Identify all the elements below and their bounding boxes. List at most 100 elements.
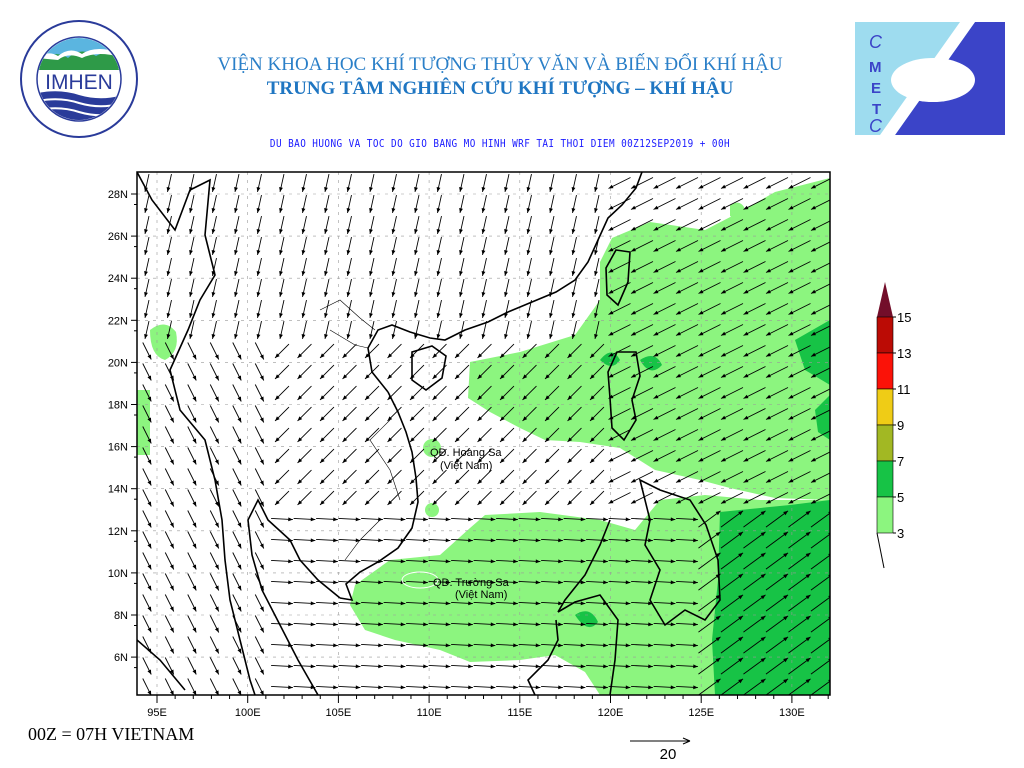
wind-arrow <box>406 517 428 522</box>
shading-5-7-patch <box>575 611 598 628</box>
wind-arrow <box>504 194 510 214</box>
wind-arrow <box>254 531 265 549</box>
coastline-hainan <box>411 345 447 391</box>
wind-arrow <box>743 450 766 462</box>
wind-arrow <box>743 282 766 294</box>
wind-arrow <box>346 278 352 298</box>
spratly-label-country: (Việt Nam) <box>455 589 507 601</box>
wind-arrow <box>720 429 744 441</box>
wind-arrow <box>743 303 766 315</box>
wind-arrow <box>676 559 698 564</box>
wind-arrow <box>631 559 653 564</box>
wind-arrow <box>164 552 175 570</box>
wind-arrow <box>361 517 383 522</box>
wind-arrow <box>254 384 265 402</box>
wind-arrow <box>369 257 375 277</box>
wind-arrow <box>432 343 447 359</box>
wind-arrow <box>187 405 197 423</box>
wind-arrow <box>454 343 470 359</box>
wind-arrow <box>698 282 721 294</box>
wind-arrow <box>301 173 307 193</box>
lon-tick-label: 115E <box>507 707 532 719</box>
wind-arrow <box>765 177 789 189</box>
wind-arrow <box>631 538 653 543</box>
wind-arrow <box>720 282 744 294</box>
wind-arrow <box>571 320 577 340</box>
wind-arrow <box>549 278 555 298</box>
wind-arrow <box>436 257 442 277</box>
wind-arrow <box>301 299 307 319</box>
wind-arrow <box>364 385 380 401</box>
wind-arrow <box>364 343 380 359</box>
wind-arrow <box>391 257 397 277</box>
shading-3-5-patch <box>423 439 441 457</box>
wind-arrow <box>383 622 406 627</box>
wind-arrow <box>571 257 577 277</box>
wind-arrow <box>209 384 220 402</box>
wind-arrow <box>144 215 150 235</box>
wind-arrow <box>765 594 789 612</box>
wind-arrow <box>563 538 586 543</box>
wind-arrow <box>209 531 220 549</box>
wind-arrow <box>765 240 789 252</box>
wind-arrow <box>346 257 352 277</box>
wind-arrow <box>698 366 721 378</box>
wind-arrow <box>765 615 789 633</box>
wind-arrow <box>338 685 361 690</box>
wind-arrow <box>608 345 631 357</box>
wind-arrow <box>676 538 698 543</box>
wind-arrow <box>414 236 420 256</box>
wind-arrow <box>765 450 789 462</box>
wind-arrow <box>630 345 654 357</box>
wind-arrow <box>743 510 766 528</box>
legend-arrow-bottom <box>876 532 885 569</box>
wind-arrow <box>720 366 744 378</box>
wind-arrow <box>765 657 789 675</box>
svg-text:C: C <box>869 32 883 52</box>
wind-arrow <box>481 215 487 235</box>
wind-arrow <box>346 194 352 214</box>
wind-arrow <box>765 345 789 357</box>
wind-arrow <box>608 324 631 336</box>
speed-contour <box>401 571 439 589</box>
wind-arrow <box>293 601 316 606</box>
wind-arrow <box>631 622 653 627</box>
wind-arrow <box>361 643 383 648</box>
wind-arrow <box>526 194 532 214</box>
wind-arrow <box>586 664 608 669</box>
wind-arrow <box>608 450 631 462</box>
wind-arrow <box>164 426 175 444</box>
wind-arrow <box>187 510 197 528</box>
wind-arrow <box>232 384 242 402</box>
wind-arrow <box>164 363 175 381</box>
wind-arrow <box>788 636 811 654</box>
wind-arrow <box>428 538 451 543</box>
wind-arrow <box>477 385 492 401</box>
wind-arrow <box>406 685 428 690</box>
wind-arrow <box>232 426 242 444</box>
wind-arrow <box>319 364 335 380</box>
wind-arrow <box>676 517 698 522</box>
wind-arrow <box>361 622 383 627</box>
wind-arrow <box>406 559 428 564</box>
wind-arrow <box>653 282 676 294</box>
coastline-visayas-mindanao <box>638 478 721 627</box>
wind-arrow <box>187 342 197 360</box>
wind-arrow <box>504 320 510 340</box>
wind-arrow <box>630 471 654 483</box>
wind-arrow <box>187 489 197 507</box>
wind-arrow <box>788 303 811 315</box>
wind-arrow <box>338 580 361 585</box>
wind-arrow <box>653 387 676 399</box>
wind-arrow <box>765 510 789 528</box>
wind-arrow <box>164 384 175 402</box>
wind-arrow <box>409 427 425 443</box>
wind-arrow <box>293 664 316 669</box>
wind-arrow <box>675 282 699 294</box>
wind-arrow <box>459 194 465 214</box>
wind-arrow <box>653 429 676 441</box>
wind-arrow <box>254 615 265 633</box>
wind-arrow <box>586 622 608 627</box>
wind-arrow <box>653 177 676 189</box>
wind-arrow <box>541 538 563 543</box>
